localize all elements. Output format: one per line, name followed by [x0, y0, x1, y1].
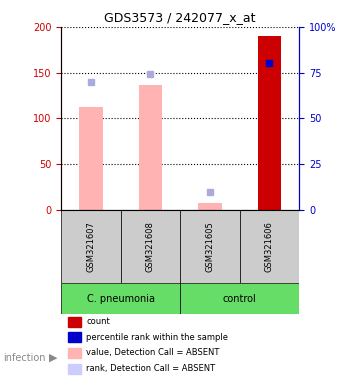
Bar	[68, 364, 81, 374]
Text: value, Detection Call = ABSENT: value, Detection Call = ABSENT	[86, 349, 220, 358]
Bar	[61, 210, 121, 283]
Bar	[68, 348, 81, 358]
Text: infection: infection	[3, 353, 46, 363]
Text: GSM321608: GSM321608	[146, 221, 155, 272]
Text: ▶: ▶	[49, 353, 58, 363]
Bar	[121, 210, 180, 283]
Bar	[138, 84, 162, 210]
Text: GSM321606: GSM321606	[265, 221, 274, 272]
Bar	[240, 210, 299, 283]
Bar	[198, 204, 222, 210]
Bar	[61, 283, 180, 314]
Bar	[180, 210, 240, 283]
Title: GDS3573 / 242077_x_at: GDS3573 / 242077_x_at	[104, 11, 256, 24]
Text: rank, Detection Call = ABSENT: rank, Detection Call = ABSENT	[86, 364, 215, 373]
Bar	[180, 283, 299, 314]
Text: control: control	[223, 293, 257, 304]
Bar	[68, 317, 81, 327]
Text: count: count	[86, 318, 110, 326]
Bar	[68, 333, 81, 343]
Text: GSM321607: GSM321607	[86, 221, 96, 272]
Text: C. pneumonia: C. pneumonia	[87, 293, 155, 304]
Bar	[257, 36, 281, 210]
Text: percentile rank within the sample: percentile rank within the sample	[86, 333, 228, 342]
Bar	[79, 108, 103, 210]
Text: GSM321605: GSM321605	[205, 221, 215, 272]
